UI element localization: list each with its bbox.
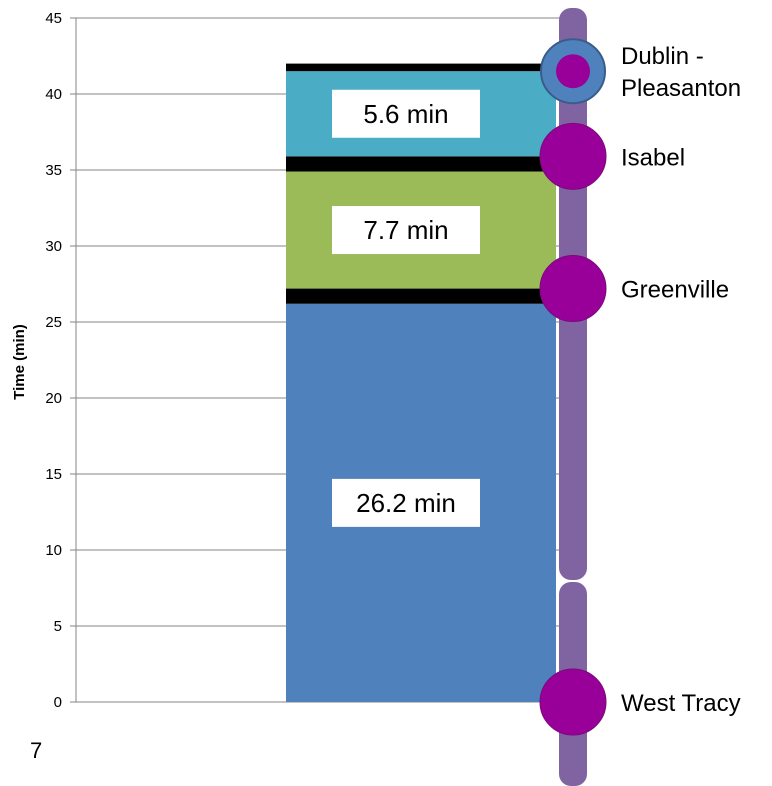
- segment-label: 26.2 min: [356, 488, 456, 518]
- station-label: Dublin -: [621, 43, 704, 70]
- station-marker: [539, 668, 607, 736]
- bar-segment: [286, 156, 556, 172]
- bar-segment: [286, 63, 556, 72]
- stations: West Tracy Greenville Isabel Dublin - Pleasa…: [539, 38, 741, 736]
- segment-label: 7.7 min: [363, 215, 448, 245]
- y-tick-label: 40: [45, 86, 62, 103]
- page-number: 7: [30, 738, 42, 763]
- station-marker: [539, 122, 607, 190]
- station-label: Greenville: [621, 277, 729, 304]
- y-tick-label: 30: [45, 238, 62, 255]
- bar-segment: [286, 288, 556, 304]
- y-tick-label: 35: [45, 162, 62, 179]
- station-label: Isabel: [621, 144, 685, 171]
- stacked-bar: 26.2 min 7.7 min 5.6 min: [286, 63, 556, 702]
- y-tick-label: 10: [45, 542, 62, 559]
- y-tick-label: 25: [45, 314, 62, 331]
- segment-label-box: [332, 478, 480, 527]
- station-marker: [556, 54, 590, 89]
- segment-label-box: [332, 206, 480, 255]
- station-marker: [539, 255, 607, 323]
- y-tick-label: 20: [45, 390, 62, 407]
- segment-label-box: [332, 89, 480, 138]
- station-label: West Tracy: [621, 690, 741, 717]
- y-tick-label: 0: [54, 694, 62, 711]
- y-axis-label: Time (min): [11, 324, 28, 400]
- y-tick-label: 5: [54, 618, 62, 635]
- y-axis-ticks: 0 5 10 15 20 25 30 35 40 45: [45, 10, 62, 711]
- station-label: Pleasanton: [621, 75, 741, 102]
- y-tick-label: 15: [45, 466, 62, 483]
- segment-label: 5.6 min: [363, 99, 448, 129]
- y-tick-label: 45: [45, 10, 62, 27]
